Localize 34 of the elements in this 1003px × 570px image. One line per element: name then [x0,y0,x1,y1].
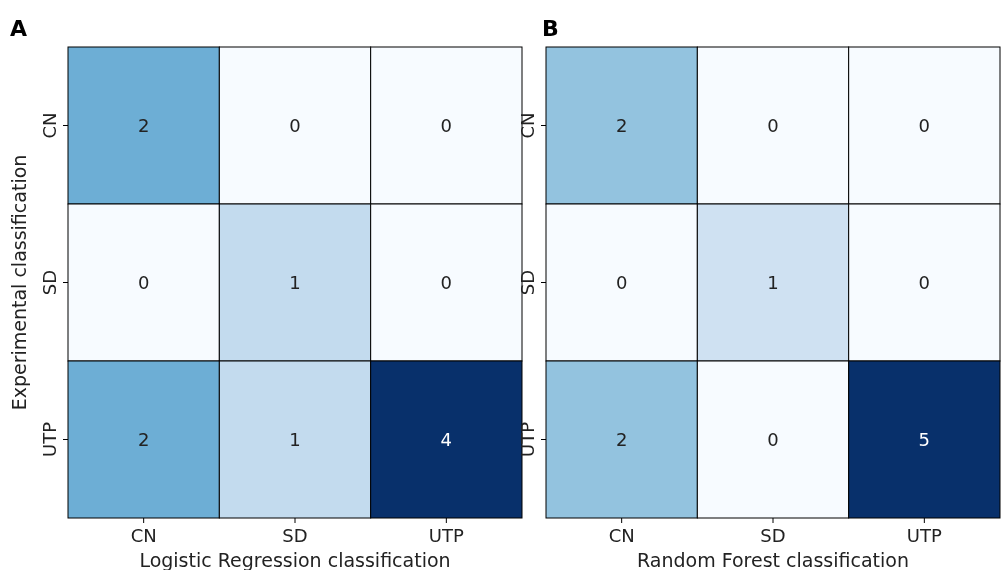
x-axis-title: Random Forest classification [637,549,909,570]
data-label: 1 [289,271,301,293]
data-label: 0 [767,428,779,450]
x-tick-label: UTP [428,525,464,546]
y-tick-label: SD [517,269,538,296]
x-tick-label: UTP [906,525,942,546]
y-tick-label: SD [39,269,60,296]
chart-title: A [10,16,28,41]
data-label: 0 [440,114,453,136]
data-label: 0 [289,114,301,136]
x-tick-label: SD [760,525,786,546]
data-label: 1 [767,271,779,293]
data-label: 0 [440,271,453,293]
x-tick-label: SD [282,525,308,546]
data-label: 0 [918,271,931,293]
data-label: 4 [440,428,453,450]
data-label: 2 [137,114,150,136]
data-label: 0 [767,114,779,136]
chart-title: B [542,16,559,41]
y-tick-label: CN [517,112,538,139]
x-tick-label: CN [130,525,157,546]
data-label: 0 [918,114,931,136]
data-label: 2 [615,428,628,450]
data-label: 1 [289,428,301,450]
data-label: 2 [615,114,628,136]
data-label: 5 [918,428,931,450]
x-tick-label: CN [608,525,635,546]
y-tick-label: CN [39,112,60,139]
data-label: 0 [615,271,628,293]
y-tick-label: UTP [39,421,60,458]
y-tick-label: UTP [517,421,538,458]
data-label: 2 [137,428,150,450]
data-label: 0 [137,271,150,293]
y-axis-title: Experimental classification [8,154,30,411]
